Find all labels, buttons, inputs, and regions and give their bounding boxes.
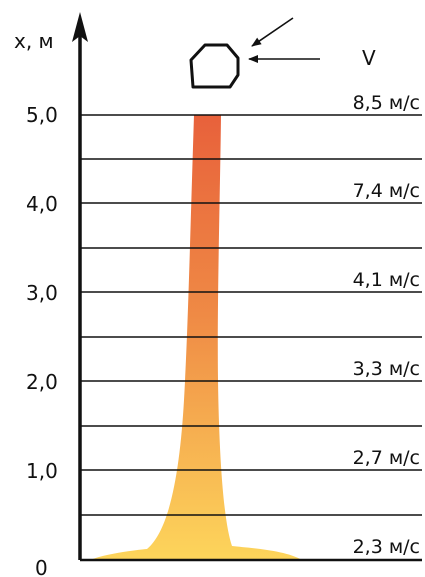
speed-label-2: 7,4 м/с — [353, 180, 420, 202]
tick-label-1: 1,0 — [26, 459, 58, 483]
tick-label-2: 2,0 — [26, 370, 58, 394]
speed-label-6: 2,3 м/с — [353, 536, 420, 558]
y-axis-label: x, м — [14, 29, 54, 53]
tick-label-4: 4,0 — [26, 192, 58, 216]
speed-label-5: 2,7 м/с — [353, 447, 420, 469]
tick-label-5: 5,0 — [26, 103, 58, 127]
tick-label-3: 3,0 — [26, 281, 58, 305]
speed-label-4: 3,3 м/с — [353, 358, 420, 380]
wind-label: V — [362, 46, 376, 70]
speed-label-3: 4,1 м/с — [353, 269, 420, 291]
tick-label-0: 0 — [35, 556, 48, 577]
source-octagon — [189, 43, 240, 89]
speed-label-1: 8,5 м/с — [353, 92, 420, 114]
wind-arrow-diagonal — [251, 17, 294, 47]
y-axis-arrowhead — [72, 12, 88, 42]
grid-lines — [80, 114, 422, 516]
